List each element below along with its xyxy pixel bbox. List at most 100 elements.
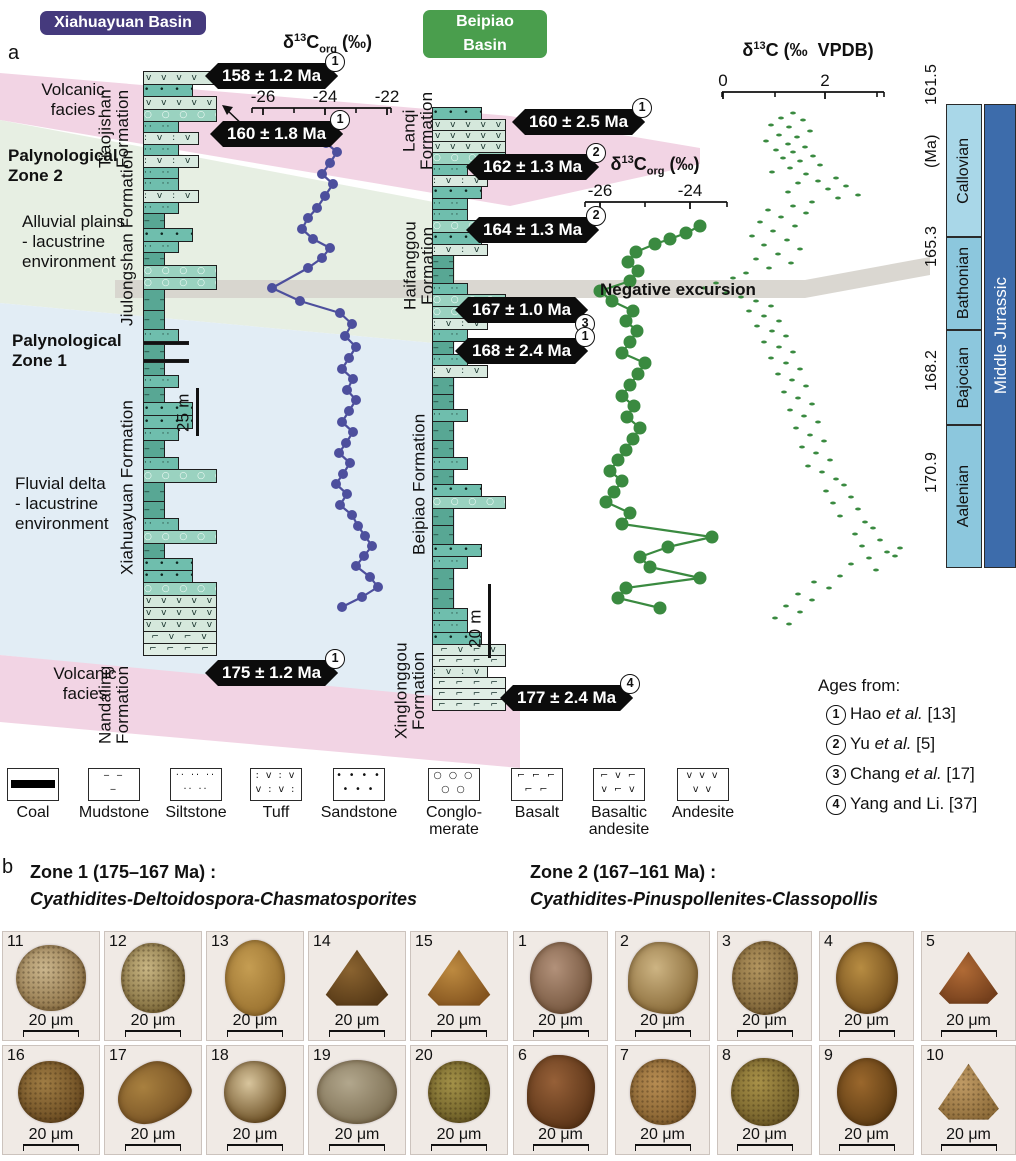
age-badge-160-right: 160 ± 2.5 Ma 1 <box>512 98 653 135</box>
legend-item-cong: ○ ○ ○ ○ ○ Conglo- merate <box>406 768 502 839</box>
d13corg-middle-tick-label: -24 <box>678 181 703 200</box>
scale-bar-line <box>736 1144 793 1151</box>
vpdb-scatter-point <box>768 304 774 308</box>
bed-mud: ‒ ‒ ‒ ‒ <box>432 525 454 545</box>
age-badge-167: 167 ± 1.0 Ma 3 <box>455 297 596 334</box>
ref-circle: 1 <box>330 110 351 130</box>
legend-label: Andesite <box>671 804 735 821</box>
bed-mud: ‒ ‒ ‒ ‒ <box>143 213 165 229</box>
vpdb-scatter-point <box>790 204 796 208</box>
vpdb-scatter-point <box>783 604 789 608</box>
scale-bar-label: 20 μm <box>844 1012 889 1030</box>
vpdb-scatter-point <box>837 574 843 578</box>
vpdb-scatter-point <box>772 616 778 620</box>
axis-title-d13corg-left: δ13Corg (‰) <box>283 32 372 56</box>
scale-bar-line <box>634 1030 691 1037</box>
scale-bar-line <box>329 1144 385 1151</box>
xiahuayuan-curve-point <box>303 263 313 273</box>
ages-from-item: 4 Yang and Li. [37] <box>826 794 977 815</box>
scale-bar-label: 20 μm <box>334 1126 380 1144</box>
vpdb-scatter-point <box>803 172 809 176</box>
bed-cong: ○ ○ ○ ○ ○ <box>432 496 506 509</box>
bed-cong: ○ ○ ○ ○ ○ <box>143 277 217 290</box>
vpdb-scatter-point <box>873 568 879 572</box>
age-badge-158: 158 ± 1.2 Ma 1 <box>205 52 346 89</box>
bed-mud: ‒ ‒ ‒ ‒ <box>143 387 165 403</box>
xinglonggou-formation-label: Xinglonggou Formation <box>391 642 428 740</box>
specimen-number: 20 <box>415 1047 433 1064</box>
legend-label: Conglo- merate <box>425 804 483 838</box>
vpdb-scatter-point <box>797 247 803 251</box>
vpdb-scatter-point <box>803 384 809 388</box>
xiahuayuan-curve-point <box>342 489 352 499</box>
bed-silt: ·· ·· ·· ·· <box>432 608 468 621</box>
beipiao-curve-point <box>611 591 625 605</box>
vpdb-scatter-point <box>776 133 782 137</box>
vpdb-scatter-point <box>784 238 790 242</box>
beipiao-curve-point <box>623 378 637 392</box>
bed-sand: • • • • • • <box>143 84 193 97</box>
xiahuayuan-curve-point <box>367 541 377 551</box>
scale-bar-label: 20 μm <box>436 1012 482 1030</box>
xiahuayuan-curve-point <box>353 521 363 531</box>
scale-bar-20um: 20 μm <box>736 1126 793 1151</box>
scale-20m-bar <box>488 584 491 658</box>
vpdb-scatter-point <box>800 118 806 122</box>
vpdb-scatter-point <box>813 451 819 455</box>
xiahuayuan-curve-point <box>360 531 370 541</box>
scale-bar-20um: 20 μm <box>329 1126 385 1151</box>
scale-bar-20um: 20 μm <box>227 1126 283 1151</box>
vpdb-scatter-point <box>815 420 821 424</box>
pollen-photo-7: 7 20 μm <box>615 1045 710 1155</box>
bed-tuff: : v : v : v <box>143 155 199 168</box>
zone2-title: Zone 2 (167–161 Ma) : <box>530 862 717 882</box>
beipiao-curve-point <box>626 432 640 446</box>
legend-item-mud: ‒ ‒ ‒ Mudstone <box>66 768 162 822</box>
pollen-specimen <box>529 942 592 1014</box>
age-leader-arrowhead <box>222 105 233 115</box>
haifanggou-formation-label: Haifanggou Formation <box>400 221 437 311</box>
legend-label: Basaltic andesite <box>588 804 650 838</box>
vpdb-scatter-point <box>788 261 794 265</box>
specimen-number: 2 <box>620 933 629 950</box>
specimen-number: 6 <box>518 1047 527 1064</box>
xiahuayuan-curve-point <box>295 296 305 306</box>
bed-sand: • • • • • • <box>432 107 482 120</box>
scale-bar-20um: 20 μm <box>634 1126 691 1151</box>
legend-swatch-silt: ·· ·· ·· ·· ·· <box>170 768 222 801</box>
xiahuayuan-curve-point <box>344 406 354 416</box>
pollen-photo-1: 1 20 μm <box>513 931 608 1041</box>
bed-and: v v v v v <box>432 141 506 153</box>
vpdb-scatter-point <box>862 520 868 524</box>
pollen-specimen <box>938 1063 999 1120</box>
specimen-number: 12 <box>109 933 127 950</box>
vpdb-scatter-point <box>768 123 774 127</box>
vpdb-scatter-point <box>809 402 815 406</box>
vpdb-scatter-point <box>810 154 816 158</box>
bed-silt: ·· ·· ·· ·· <box>432 283 468 295</box>
bed-mud: ‒ ‒ ‒ ‒ <box>432 589 454 609</box>
xiahuayuan-curve-point <box>338 469 348 479</box>
beipiao-curve-point <box>621 255 635 269</box>
vpdb-scatter-point <box>855 193 861 197</box>
xiahuayuan-curve-point <box>303 213 313 223</box>
xiahuayuan-curve-point <box>317 253 327 263</box>
bed-and: v v v v v <box>143 607 217 620</box>
xiahuayuan-curve-point <box>337 417 347 427</box>
xiahuayuan-curve-point <box>297 224 307 234</box>
age-badge-175: 175 ± 1.2 Ma 1 <box>205 649 346 686</box>
stage-bathonian: Bathonian <box>946 237 982 330</box>
scale-bar-label: 20 μm <box>28 1126 74 1144</box>
vpdb-scatter-point <box>801 414 807 418</box>
ref-circle: 1 <box>575 327 596 347</box>
xiahuayuan-curve-point <box>342 385 352 395</box>
pollen-photo-15: 15 20 μm <box>410 931 508 1041</box>
ages-from-item: 2 Yu et al. [5] <box>826 734 977 755</box>
legend-label: Mudstone <box>78 804 150 821</box>
bed-mud: ‒ ‒ ‒ ‒ <box>143 501 165 519</box>
bed-mud: ‒ ‒ ‒ ‒ <box>143 310 165 330</box>
vpdb-scatter-point <box>826 586 832 590</box>
bed-sand: • • • • • • <box>143 558 193 571</box>
bed-mud: ‒ ‒ ‒ ‒ <box>432 508 454 526</box>
scale-bar-20um: 20 μm <box>940 1126 997 1151</box>
